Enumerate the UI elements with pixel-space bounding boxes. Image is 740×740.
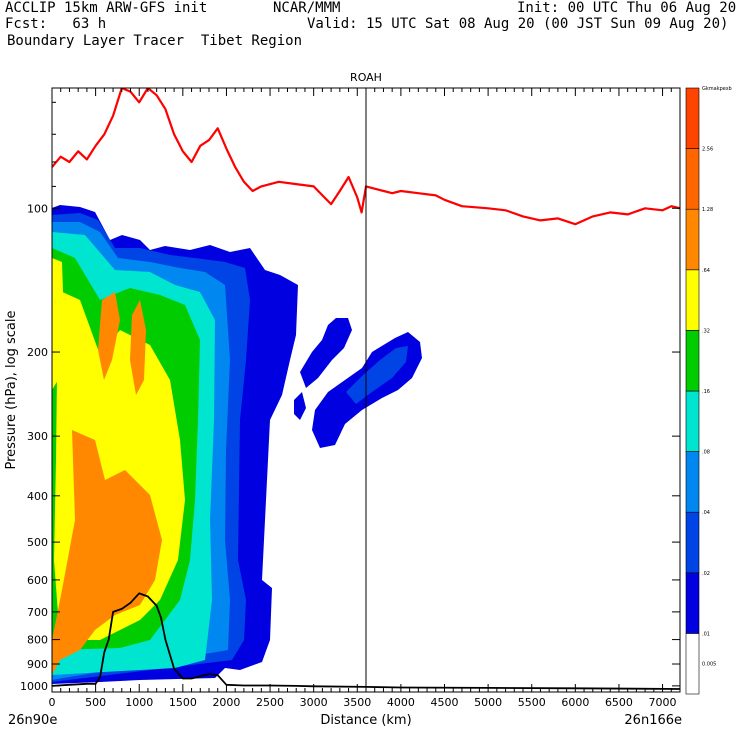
colorbar-swatch [685,269,700,331]
x-tick-label: 2000 [212,696,240,709]
header-org: NCAR/MMM [273,0,341,16]
y-tick-label: 100 [27,202,48,215]
panel-title: ROAH [350,71,382,84]
x-tick-label: 3000 [300,696,328,709]
colorbar-swatch [685,451,700,513]
y-tick-label: 800 [27,634,48,647]
x-tick-label: 5500 [518,696,546,709]
x-left-endpoint: 26n90e [8,713,57,728]
tracer-contour-09 [130,300,146,395]
tracer-contour-14 [294,392,306,420]
x-tick-label: 7000 [649,696,677,709]
y-axis-label: Pressure (hPa), log scale [4,311,19,470]
colorbar-swatch [685,330,700,392]
x-tick-label: 2500 [256,696,284,709]
x-axis-label: Distance (km) [320,713,411,728]
colorbar-level-label: .64 [702,268,710,274]
colorbar-level-label: .02 [702,571,710,577]
colorbar-swatch [685,87,700,149]
colorbar-swatch [685,208,700,271]
colorbar-level-label: .01 [702,631,710,637]
x-right-endpoint: 26n166e [624,713,682,728]
x-tick-label: 3500 [343,696,371,709]
x-tick-label: 500 [85,696,106,709]
colorbar-level-label: Gkmakpesb [702,86,732,92]
colorbar-swatch [685,148,700,210]
colorbar-swatch [685,572,700,634]
tracer-contour-10 [52,258,64,390]
x-tick-label: 1500 [169,696,197,709]
x-tick-label: 0 [49,696,56,709]
colorbar-level-label: .04 [702,510,710,516]
header-fcst: Fcst: 63 h [5,16,107,32]
y-tick-label: 900 [27,658,48,671]
x-tick-label: 6500 [605,696,633,709]
tracer-contour-12 [300,318,352,388]
y-axis: 100 200 300 400 500 600 700 800 900 1000 [20,101,680,693]
y-tick-label: 700 [27,606,48,619]
colorbar-level-label: .08 [702,450,710,456]
x-tick-label: 6000 [561,696,589,709]
y-tick-label: 400 [27,490,48,503]
y-tick-label: 200 [27,346,48,359]
x-tick-label: 1000 [125,696,153,709]
tracer-contour-07 [52,430,162,675]
colorbar: 0.005 .01 .02 .04 .08 .16 .32 .64 1.28 2.56 Gkmakp… [685,86,732,695]
colorbar-level-label: 1.28 [702,207,713,213]
header-title: ACCLIP 15km ARW-GFS init [5,0,208,16]
colorbar-level-label: .16 [702,389,710,395]
y-tick-label: 1000 [20,680,48,693]
y-tick-label: 600 [27,574,48,587]
tracer-contour-08 [98,292,120,380]
tracer-field [52,205,422,684]
colorbar-swatch [685,390,700,452]
tracer-contour-13 [346,346,408,404]
colorbar-level-label: 2.56 [702,147,713,153]
header-init: Init: 00 UTC Thu 06 Aug 20 [517,0,737,16]
x-tick-label: 4500 [431,696,459,709]
y-tick-label: 300 [27,430,48,443]
x-tick-label: 4000 [387,696,415,709]
colorbar-swatch [685,511,700,574]
colorbar-level-label: 0.005 [702,662,716,668]
header-subtitle: Boundary Layer Tracer Tibet Region [7,33,303,49]
colorbar-level-label: .32 [702,328,710,334]
colorbar-swatch [685,633,700,695]
x-axis: 0 500 1000 1500 2000 2500 3000 3500 4000 4500 5000… [49,88,677,709]
header-valid: Valid: 15 UTC Sat 08 Aug 20 (00 JST Sun … [307,16,729,32]
x-tick-label: 5000 [474,696,502,709]
y-tick-label: 500 [27,536,48,549]
